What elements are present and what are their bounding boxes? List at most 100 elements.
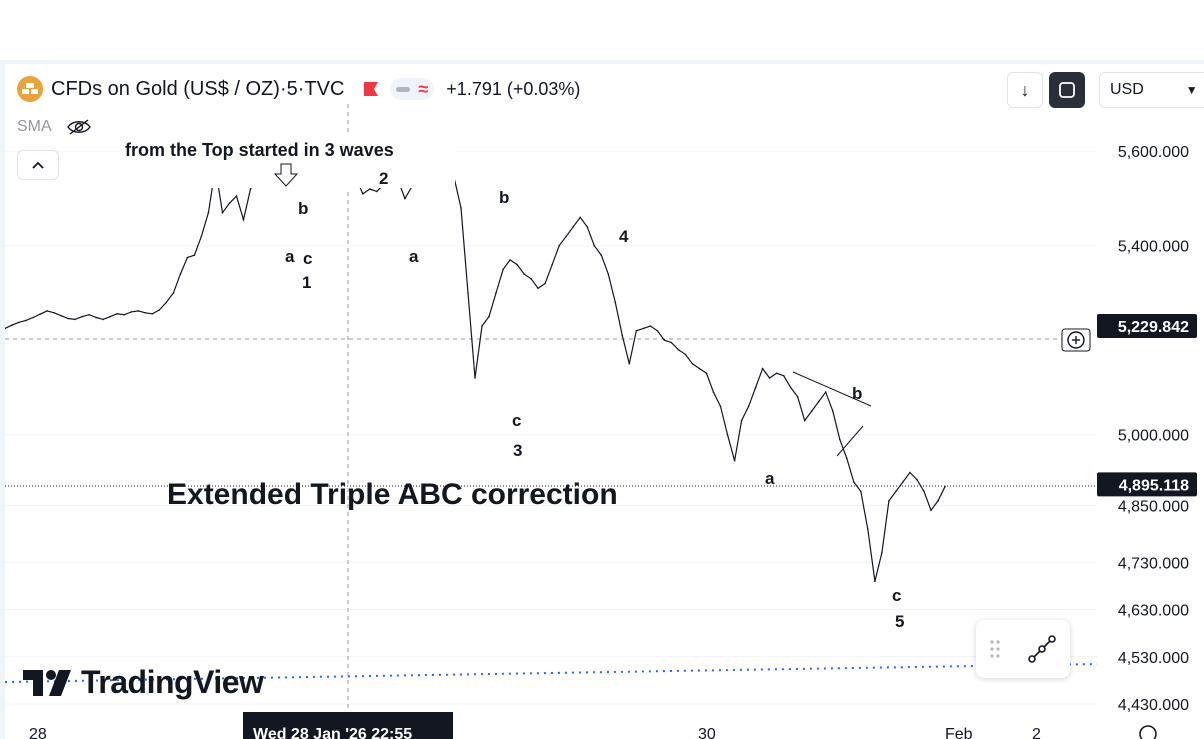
y-tick-label: 4,630.000	[1118, 603, 1189, 620]
data-point	[558, 244, 560, 247]
x-tick-label: Feb	[945, 726, 973, 739]
tradingview-logo[interactable]: TradingView	[23, 664, 264, 701]
data-point	[530, 278, 532, 280]
wave-label[interactable]: 5	[895, 612, 904, 631]
y-tick-label: 4,730.000	[1118, 555, 1189, 572]
data-point	[537, 287, 539, 290]
wave-label[interactable]: 1	[302, 273, 311, 292]
data-point	[895, 490, 897, 493]
data-point	[902, 481, 904, 483]
logo-text: TradingView	[81, 664, 264, 700]
data-point	[60, 314, 62, 317]
settings-icon[interactable]	[1139, 725, 1157, 739]
data-point	[193, 254, 196, 256]
data-point	[46, 310, 48, 312]
data-point	[376, 190, 378, 193]
price-chart[interactable]: from the Top started in 3 waves Extended…	[5, 64, 1204, 739]
wave-label[interactable]: 3	[513, 441, 522, 460]
interval[interactable]: 5	[286, 77, 298, 100]
data-point	[839, 438, 841, 441]
data-point	[32, 316, 34, 319]
blue-dotted-level	[5, 663, 1098, 683]
indicator-legend[interactable]: SMA	[17, 118, 92, 136]
data-point	[628, 363, 631, 365]
price-label-box	[1097, 472, 1197, 497]
data-point	[516, 263, 518, 266]
x-tick-label: Wed 28 Jan '26 22:55	[253, 726, 412, 739]
data-point	[635, 330, 638, 332]
wave-label[interactable]: 2	[379, 169, 388, 188]
collapse-legend-button[interactable]	[17, 150, 59, 180]
fullscreen-button[interactable]	[1049, 72, 1085, 108]
data-point	[579, 216, 581, 219]
data-point	[782, 374, 785, 377]
frame-icon	[1059, 82, 1075, 98]
y-tick-label: 4,530.000	[1118, 650, 1189, 667]
data-point	[551, 263, 553, 266]
symbol-header: CFDs on Gold (US$ / OZ) · 5 · TVC ≈ +1.7…	[17, 74, 580, 104]
eye-off-icon[interactable]	[66, 118, 92, 136]
data-point	[803, 419, 806, 422]
data-point	[116, 313, 118, 315]
data-point	[733, 459, 736, 462]
data-point	[649, 325, 652, 327]
chart-panel: from the Top started in 3 waves Extended…	[5, 64, 1204, 739]
data-point	[881, 552, 883, 554]
title-annotation[interactable]: Extended Triple ABC correction	[167, 478, 618, 511]
data-point	[544, 282, 546, 285]
data-point	[916, 478, 918, 481]
market-status-pill[interactable]: ≈	[390, 78, 435, 100]
data-point	[572, 226, 574, 228]
wave-label[interactable]: c	[892, 586, 901, 605]
flag-icon[interactable]	[362, 80, 380, 98]
wave-label[interactable]: 4	[619, 227, 629, 246]
data-point	[474, 377, 476, 379]
price-axis-bg	[1097, 104, 1204, 739]
price-axis[interactable]: 5,600.000 5,400.000 5,229.842 5,000.000 4,89…	[1097, 104, 1204, 739]
trendline-lower[interactable]	[836, 425, 864, 457]
trendline-tool-icon[interactable]	[1026, 633, 1058, 665]
data-point	[495, 292, 497, 294]
data-point	[460, 207, 462, 209]
data-point	[200, 235, 203, 238]
y-tick-label: 4,895.118	[1119, 477, 1189, 494]
data-point	[796, 396, 799, 398]
price-label-box	[1097, 314, 1197, 339]
wave-label[interactable]: a	[285, 247, 295, 266]
data-point	[235, 195, 238, 197]
trendline-upper[interactable]	[792, 371, 872, 407]
wave-label[interactable]: a	[765, 469, 775, 488]
data-point	[677, 348, 680, 351]
time-axis[interactable]: 28 Wed 28 Jan '26 22:55 30 Feb 2	[5, 712, 1204, 739]
data-point	[930, 509, 932, 512]
series-line	[5, 150, 946, 582]
floating-drawing-toolbar[interactable]	[976, 620, 1070, 678]
data-point	[53, 312, 55, 314]
note-annotation[interactable]: from the Top started in 3 waves	[125, 140, 394, 160]
currency-select[interactable]: USD ▼	[1099, 72, 1204, 108]
price-change: +1.791 (+0.03%)	[446, 78, 581, 99]
tradingview-logo-icon	[23, 669, 71, 696]
wave-label[interactable]: a	[409, 247, 419, 266]
indicator-label: SMA	[17, 118, 52, 135]
wave-label[interactable]: c	[512, 411, 521, 430]
wave-label[interactable]: c	[303, 249, 312, 268]
data-point	[874, 580, 876, 582]
exchange: TVC	[304, 77, 345, 100]
data-point	[481, 325, 483, 327]
wave-label[interactable]: b	[852, 384, 862, 403]
wave-label[interactable]: b	[499, 188, 509, 207]
wave-label[interactable]: b	[298, 199, 308, 218]
add-alert-button[interactable]	[1061, 328, 1091, 352]
data-point	[586, 226, 588, 228]
data-point	[165, 301, 168, 304]
y-tick-label: 5,400.000	[1118, 239, 1189, 256]
data-point	[614, 301, 617, 304]
drag-handle-icon[interactable]	[988, 638, 1002, 660]
data-point	[670, 341, 673, 344]
symbol-name[interactable]: CFDs on Gold (US$ / OZ)	[51, 77, 280, 100]
scroll-down-button[interactable]: ↓	[1007, 72, 1043, 108]
data-point	[691, 363, 694, 365]
data-point	[923, 490, 925, 493]
data-point	[137, 310, 140, 312]
